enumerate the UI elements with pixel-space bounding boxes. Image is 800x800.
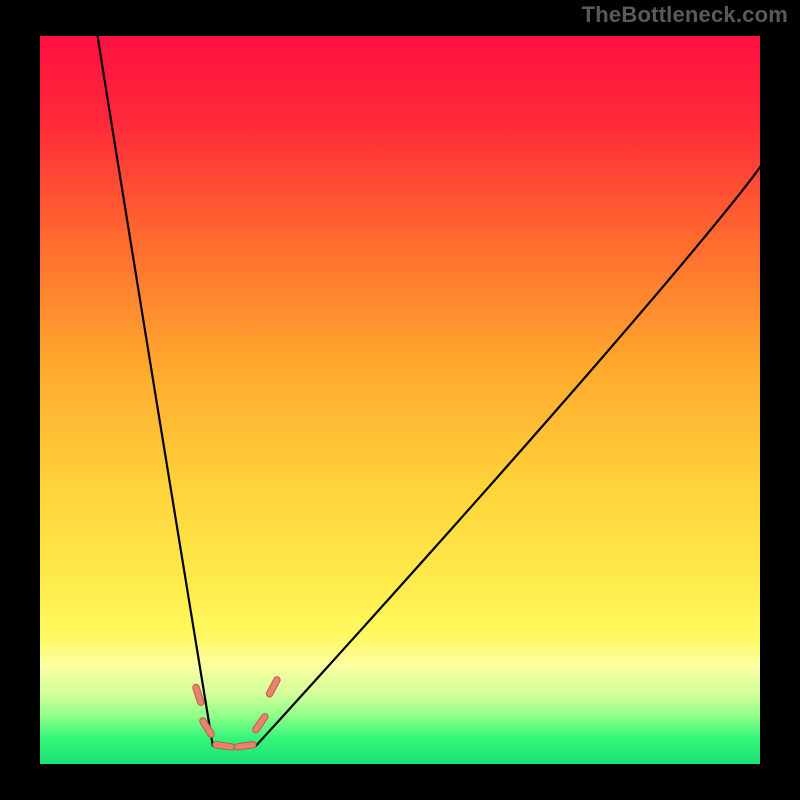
curve-marker [251,712,269,734]
watermark-text: TheBottleneck.com [582,2,788,28]
curve-marker [198,717,215,739]
curve-marker [212,741,235,750]
bottleneck-curve [98,36,760,746]
bottleneck-curve-chart [40,36,760,764]
curve-marker [234,741,257,750]
plot-area [40,36,760,764]
curve-marker [265,676,281,698]
